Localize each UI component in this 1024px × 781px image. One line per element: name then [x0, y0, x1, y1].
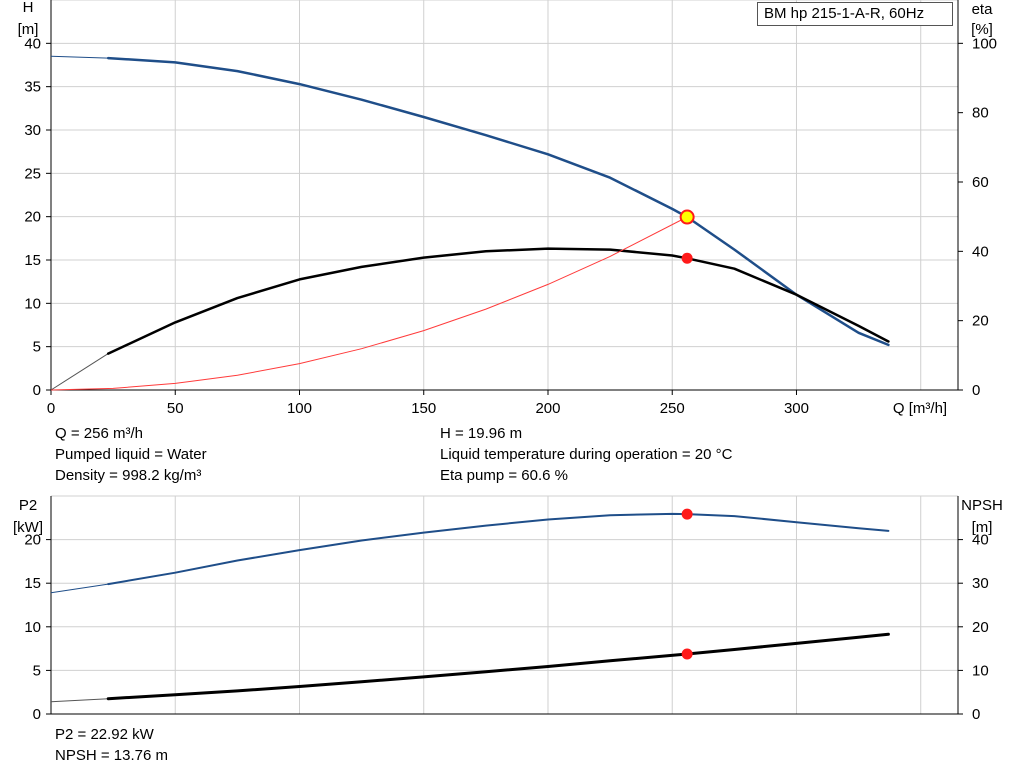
- operating-point-head: [679, 209, 695, 225]
- bottom-tick-label: 0: [47, 400, 55, 417]
- info-eta-pump: Eta pump = 60.6 %: [440, 467, 568, 484]
- right-axis-unit: [m]: [972, 519, 993, 536]
- info-head: H = 19.96 m: [440, 425, 523, 442]
- right-axis-title: NPSH: [961, 497, 1003, 514]
- series-extrapolation-1: [50, 353, 109, 391]
- bottom-tick-label: 50: [167, 400, 184, 417]
- info-density: Density = 998.2 kg/m³: [55, 467, 202, 484]
- right-tick-label: 60: [972, 174, 989, 191]
- series-extrapolation-1: [50, 698, 109, 703]
- left-tick-label: 5: [33, 339, 41, 356]
- right-tick-label: 10: [972, 662, 989, 679]
- left-tick-label: 0: [33, 382, 41, 399]
- bottom-tick-label: 250: [660, 400, 685, 417]
- bottom-tick-label: 150: [411, 400, 436, 417]
- legend-pump-name: BM hp 215-1-A-R, 60Hz: [764, 5, 925, 22]
- x-axis-title: Q [m³/h]: [893, 400, 947, 417]
- series-line-1: [106, 247, 890, 355]
- bottom-tick-label: 300: [784, 400, 809, 417]
- left-tick-label: 10: [24, 619, 41, 636]
- info-block-right: H = 19.96 m Liquid temperature during op…: [440, 423, 732, 486]
- info-npsh: NPSH = 13.76 m: [55, 747, 168, 764]
- left-tick-label: 15: [24, 252, 41, 269]
- left-tick-label: 0: [33, 706, 41, 723]
- right-tick-label: 20: [972, 313, 989, 330]
- left-tick-label: 5: [33, 662, 41, 679]
- info-block-bottom: P2 = 22.92 kW NPSH = 13.76 m: [55, 724, 168, 766]
- right-tick-label: 20: [972, 619, 989, 636]
- operating-point-power: [681, 508, 693, 520]
- right-tick-label: 30: [972, 575, 989, 592]
- left-axis-unit: [kW]: [13, 519, 43, 536]
- right-tick-label: 80: [972, 105, 989, 122]
- right-tick-label: 40: [972, 243, 989, 260]
- info-liquid-temperature: Liquid temperature during operation = 20…: [440, 446, 733, 463]
- left-tick-label: 10: [24, 295, 41, 312]
- info-flow: Q = 256 m³/h: [55, 425, 143, 442]
- left-tick-label: 20: [24, 209, 41, 226]
- series-line-1: [106, 632, 890, 701]
- left-axis-title: P2: [19, 497, 37, 514]
- right-tick-label: 0: [972, 382, 980, 399]
- left-tick-label: 35: [24, 79, 41, 96]
- left-axis-unit: [m]: [18, 21, 39, 38]
- left-tick-label: 25: [24, 165, 41, 182]
- info-block-left: Q = 256 m³/h Pumped liquid = Water Densi…: [55, 423, 207, 486]
- left-axis-title: H: [23, 0, 34, 16]
- info-pumped-liquid: Pumped liquid = Water: [55, 446, 207, 463]
- series-extrapolation-0: [50, 583, 109, 594]
- left-tick-label: 15: [24, 575, 41, 592]
- left-tick-label: 20: [24, 532, 41, 549]
- right-tick-label: 100: [972, 35, 997, 52]
- info-power: P2 = 22.92 kW: [55, 726, 154, 743]
- series-extrapolation-0: [50, 55, 109, 59]
- left-tick-label: 30: [24, 122, 41, 139]
- right-tick-label: 40: [972, 532, 989, 549]
- bottom-tick-label: 100: [287, 400, 312, 417]
- series-line-0: [106, 56, 890, 347]
- bottom-tick-label: 200: [535, 400, 560, 417]
- system-curve-line: [50, 216, 688, 391]
- right-axis-title: eta: [972, 1, 994, 18]
- chart-legend: BM hp 215-1-A-R, 60Hz: [757, 2, 953, 26]
- left-tick-label: 40: [24, 35, 41, 52]
- operating-point-eta: [681, 252, 693, 264]
- series-line-0: [107, 512, 890, 586]
- operating-point-npsh: [681, 648, 693, 660]
- right-axis-unit: [%]: [971, 21, 993, 38]
- right-tick-label: 0: [972, 706, 980, 723]
